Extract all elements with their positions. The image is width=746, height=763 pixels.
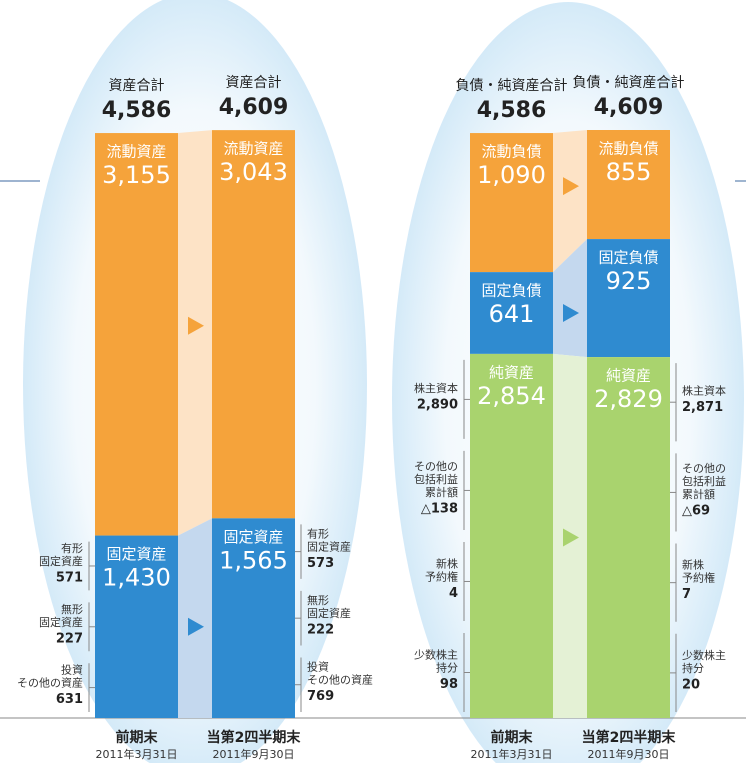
note-name: 新株 <box>436 556 458 570</box>
segment-value: 1,430 <box>102 564 171 592</box>
segment-name: 流動資産 <box>106 143 166 161</box>
segment-name: 流動負債 <box>481 143 541 161</box>
connector <box>178 518 212 718</box>
period: 前期末 <box>491 729 534 746</box>
segment-name: 固定資産 <box>223 528 283 546</box>
segment-value: 855 <box>606 158 652 186</box>
total-label: 負債・純資産合計 <box>456 78 568 94</box>
date: 2011年3月31日 <box>471 747 553 761</box>
segment-value: 925 <box>606 267 652 295</box>
arrow <box>188 316 204 335</box>
note-value: 98 <box>440 677 458 692</box>
note-value: 631 <box>56 692 83 707</box>
note-value: 4 <box>449 586 458 601</box>
segment-name: 流動負債 <box>598 140 658 158</box>
note-name: 固定資産 <box>39 554 83 568</box>
note-name: 持分 <box>682 661 704 675</box>
total-label: 資産合計 <box>226 75 282 91</box>
note-value: 573 <box>307 556 334 571</box>
note-value: 222 <box>307 623 334 638</box>
segment <box>212 518 295 718</box>
segment <box>587 239 670 358</box>
note-name: 投資 <box>307 660 329 674</box>
note-value: 769 <box>307 689 334 704</box>
segment <box>95 535 178 718</box>
segment <box>470 353 553 718</box>
note-name: 有形 <box>307 527 329 541</box>
segment-name: 固定負債 <box>481 282 541 300</box>
segment-value: 641 <box>489 300 535 328</box>
note-value: 7 <box>682 587 691 602</box>
note-value: 20 <box>682 677 700 692</box>
note-name: 予約権 <box>682 571 715 585</box>
total-value: 4,586 <box>102 98 172 123</box>
note-name: 新株 <box>682 558 704 572</box>
segment-name: 固定資産 <box>106 545 166 563</box>
date: 2011年9月30日 <box>213 747 295 761</box>
segment <box>587 357 670 718</box>
note-name: 無形 <box>307 593 329 607</box>
note-name: 持分 <box>436 660 458 674</box>
segment-value: 2,854 <box>477 382 546 410</box>
total-value: 4,609 <box>594 95 664 120</box>
total-label: 負債・純資産合計 <box>573 75 685 91</box>
total-value: 4,609 <box>219 95 289 120</box>
note-value: 2,871 <box>682 400 723 415</box>
note-name: その他の <box>414 460 458 473</box>
segment-value: 3,043 <box>219 158 288 186</box>
segment <box>212 130 295 519</box>
note-name: 無形 <box>61 602 83 616</box>
arrow <box>563 304 579 323</box>
note-name: 包括利益 <box>414 472 458 486</box>
note-name: 少数株主 <box>414 647 458 661</box>
note-name: 少数株主 <box>682 648 726 662</box>
total-label: 資産合計 <box>109 78 165 94</box>
segment <box>470 272 553 354</box>
connector <box>178 130 212 536</box>
segment-value: 1,090 <box>477 161 546 189</box>
period: 当第2四半期末 <box>582 729 677 746</box>
note-name: 株主資本 <box>682 384 726 398</box>
note-name: 予約権 <box>425 569 458 583</box>
date: 2011年3月31日 <box>96 747 178 761</box>
note-name: 株主資本 <box>414 381 458 395</box>
note-name: 投資 <box>61 663 83 677</box>
segment-value: 2,829 <box>594 385 663 413</box>
segment <box>95 133 178 536</box>
connector <box>553 130 587 273</box>
segment-name: 固定負債 <box>598 249 658 267</box>
segment-name: 純資産 <box>489 363 534 381</box>
note-value: △69 <box>682 503 710 518</box>
segment-name: 純資産 <box>606 367 651 385</box>
note-name: その他の資産 <box>307 674 373 687</box>
arrow <box>563 528 579 547</box>
period: 当第2四半期末 <box>207 729 302 746</box>
note-value: 571 <box>56 570 83 585</box>
note-name: 固定資産 <box>307 540 351 554</box>
note-name: その他の資産 <box>17 677 83 690</box>
note-value: 2,890 <box>417 397 458 412</box>
note-name: 累計額 <box>682 487 715 501</box>
note-value: △138 <box>421 501 458 516</box>
arrow <box>188 617 204 636</box>
segment <box>470 133 553 273</box>
note-name: その他の <box>682 462 726 475</box>
period: 前期末 <box>116 729 159 746</box>
segment-value: 1,565 <box>219 546 288 574</box>
note-name: 固定資産 <box>39 615 83 629</box>
connector <box>553 239 587 358</box>
total-value: 4,586 <box>477 98 547 123</box>
note-name: 累計額 <box>425 485 458 499</box>
segment-value: 3,155 <box>102 161 171 189</box>
segment <box>587 130 670 240</box>
date: 2011年9月30日 <box>588 747 670 761</box>
note-name: 包括利益 <box>682 474 726 488</box>
note-name: 固定資産 <box>307 606 351 620</box>
note-value: 227 <box>56 631 83 646</box>
arrow <box>563 177 579 196</box>
segment-name: 流動資産 <box>223 140 283 158</box>
note-name: 有形 <box>61 541 83 555</box>
